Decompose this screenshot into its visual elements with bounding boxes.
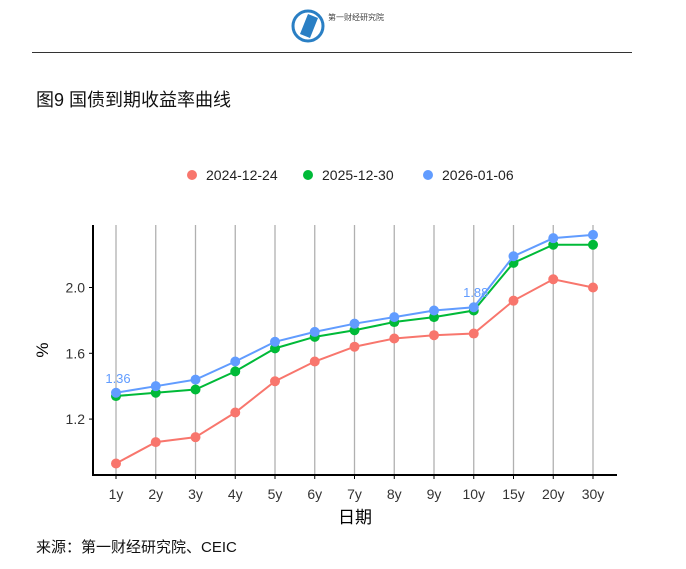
data-label: 1.88 [463, 285, 488, 300]
data-point [190, 384, 201, 395]
data-point [309, 356, 320, 367]
data-point [508, 251, 519, 262]
x-tick-label: 15y [502, 486, 525, 502]
data-label: 1.36 [105, 371, 130, 386]
legend-marker [303, 170, 313, 180]
data-point [588, 229, 598, 240]
data-point [548, 274, 559, 285]
y-tick-label: 1.6 [66, 345, 86, 361]
data-point [588, 239, 598, 250]
data-point [429, 305, 439, 316]
legend-marker [187, 170, 197, 180]
data-point [548, 233, 559, 244]
data-point [309, 326, 320, 337]
data-point [468, 328, 479, 339]
x-tick-label: 8y [387, 486, 402, 502]
y-axis-label: % [33, 342, 52, 357]
data-point [230, 407, 241, 418]
data-point [150, 437, 161, 448]
data-point [150, 381, 161, 392]
data-point [429, 330, 439, 341]
data-point [588, 282, 598, 293]
legend-marker [423, 170, 433, 180]
y-tick-label: 1.2 [66, 411, 86, 427]
data-point [270, 336, 280, 347]
x-tick-label: 30y [582, 486, 605, 502]
data-point [190, 374, 201, 385]
data-point [468, 302, 479, 313]
x-tick-label: 7y [347, 486, 362, 502]
figure-title: 图9 国债到期收益率曲线 [36, 90, 232, 110]
x-tick-label: 3y [188, 486, 203, 502]
data-point [389, 333, 400, 344]
data-point [230, 356, 241, 367]
x-tick-label: 9y [427, 486, 442, 502]
source-note: 来源：第一财经研究院、CEIC [36, 539, 237, 556]
legend-label: 2025-12-30 [322, 167, 394, 183]
x-tick-label: 10y [462, 486, 485, 502]
y-tick-label: 2.0 [66, 280, 86, 296]
data-point [111, 458, 121, 469]
x-tick-label: 6y [307, 486, 322, 502]
x-tick-label: 1y [109, 486, 124, 502]
data-point [389, 312, 400, 323]
logo: 第一财经研究院 [290, 6, 390, 46]
legend-label: 2026-01-06 [442, 167, 514, 183]
x-tick-label: 2y [148, 486, 163, 502]
x-tick-label: 20y [542, 486, 565, 502]
legend-label: 2024-12-24 [206, 167, 278, 183]
data-point [230, 366, 241, 377]
x-tick-label: 4y [228, 486, 243, 502]
svg-text:第一财经研究院: 第一财经研究院 [328, 12, 384, 22]
data-point [508, 295, 519, 306]
data-point [270, 376, 280, 387]
data-point [111, 387, 121, 398]
data-point [349, 341, 360, 352]
x-tick-label: 5y [268, 486, 283, 502]
header-divider [32, 52, 632, 53]
x-axis-label: 日期 [338, 508, 372, 527]
data-point [190, 432, 201, 443]
data-point [349, 318, 360, 329]
